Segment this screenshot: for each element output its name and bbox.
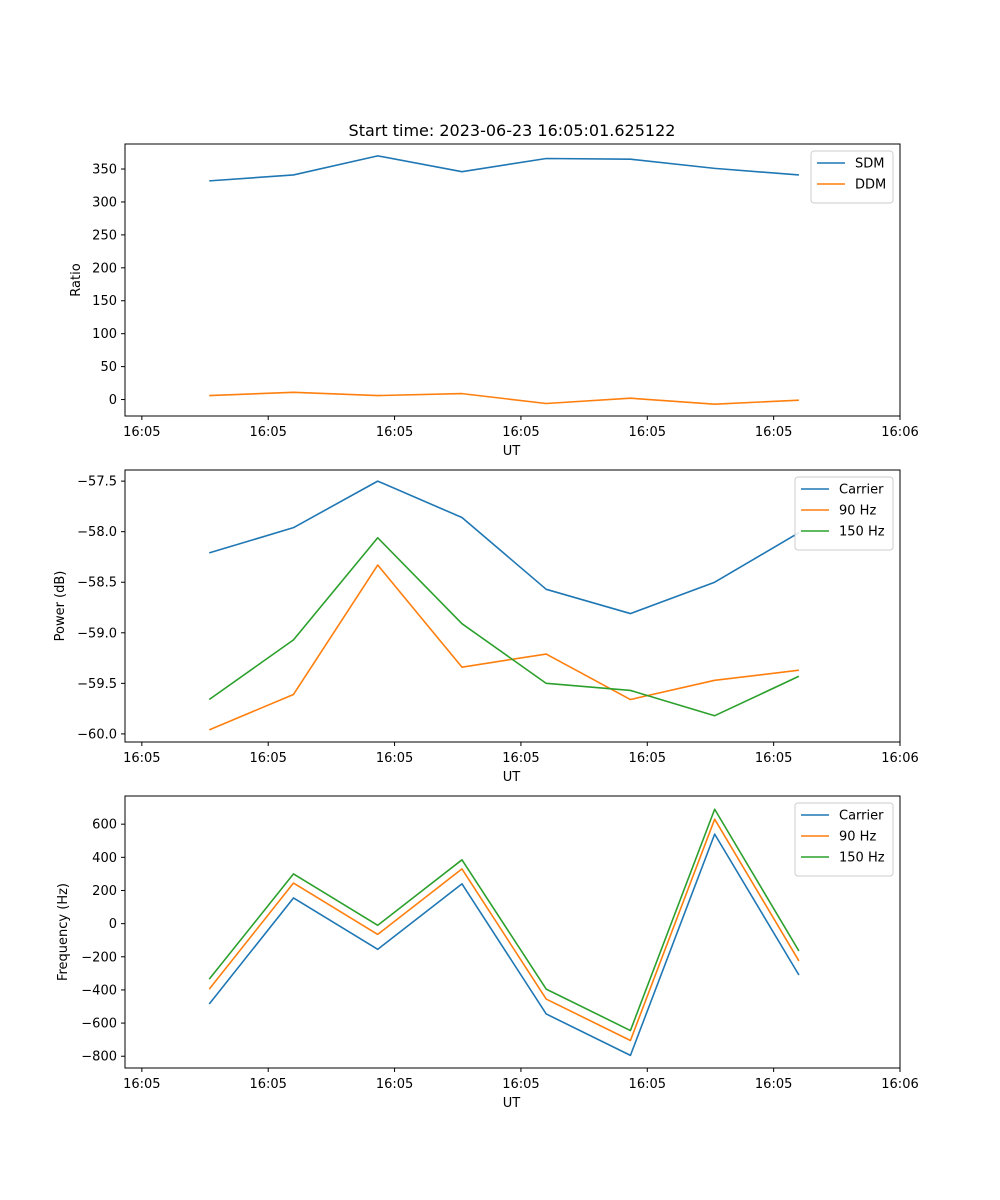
x-tick-label: 16:05 [502, 751, 539, 766]
y-tick-label: −400 [81, 983, 117, 998]
x-tick-label: 16:05 [376, 425, 413, 440]
y-tick-label: −57.5 [77, 475, 117, 490]
legend: Carrier 90 Hz 150 Hz [794, 802, 894, 877]
x-tick-label: 16:05 [502, 1077, 539, 1092]
x-tick-label: 16:05 [755, 425, 792, 440]
series-line-150-hz [208, 808, 800, 1032]
subplot-3: 16:05 16:05 16:05 16:05 16:05 16:05 16:06 −800 −… [56, 795, 919, 1111]
series-line-90-hz [208, 818, 800, 1042]
y-tick-label: 400 [92, 851, 117, 866]
y-axis-label: Frequency (Hz) [56, 883, 71, 981]
y-tick-label: 100 [92, 327, 117, 342]
legend-label: 150 Hz [839, 525, 885, 540]
x-tick-label: 16:05 [249, 425, 286, 440]
y-tick-label: −200 [81, 950, 117, 965]
legend-label: 90 Hz [839, 830, 876, 845]
axes-frame [124, 469, 901, 743]
figure-title: Start time: 2023-06-23 16:05:01.625122 [349, 121, 676, 140]
subplot-1: 16:05 16:05 16:05 16:05 16:05 16:05 16:06 0 50 10… [69, 143, 919, 459]
x-axis-label: UT [503, 444, 521, 459]
y-axis-label: Ratio [69, 263, 84, 296]
x-tick-label: 16:06 [881, 1077, 918, 1092]
x-tick-label: 16:05 [755, 751, 792, 766]
y-tick-label: 50 [100, 360, 117, 375]
y-tick-label: 300 [92, 195, 117, 210]
series-line-carrier [209, 480, 800, 615]
x-axis-label: UT [503, 1096, 521, 1111]
legend-label: DDM [855, 178, 886, 193]
y-tick-label: 150 [92, 294, 117, 309]
y-tick-label: 0 [109, 393, 117, 408]
y-tick-label: 600 [92, 818, 117, 833]
x-tick-label: 16:06 [881, 751, 918, 766]
legend-label: 150 Hz [839, 851, 885, 866]
legend-label: Carrier [839, 483, 884, 498]
series-line-150-hz [208, 536, 800, 717]
y-tick-label: −58.0 [77, 525, 117, 540]
x-tick-label: 16:05 [502, 425, 539, 440]
x-tick-label: 16:05 [249, 1077, 286, 1092]
x-tick-label: 16:05 [249, 751, 286, 766]
x-tick-label: 16:05 [123, 751, 160, 766]
y-tick-label: 200 [92, 884, 117, 899]
legend: Carrier 90 Hz 150 Hz [794, 476, 894, 551]
x-tick-label: 16:05 [629, 1077, 666, 1092]
y-tick-label: −600 [81, 1017, 117, 1032]
series-line-90-hz [208, 564, 800, 731]
y-tick-label: −60.0 [77, 727, 117, 742]
legend-label: Carrier [839, 809, 884, 824]
y-tick-label: −800 [81, 1050, 117, 1065]
y-tick-label: −59.0 [77, 626, 117, 641]
series-line-sdm [209, 155, 799, 182]
x-tick-label: 16:05 [629, 751, 666, 766]
axes-frame [124, 795, 901, 1069]
y-tick-label: 350 [92, 163, 117, 178]
x-tick-label: 16:05 [123, 425, 160, 440]
plots-container: 16:05 16:05 16:05 16:05 16:05 16:05 16:06 0 50 10… [53, 143, 919, 1111]
legend-label: 90 Hz [839, 504, 876, 519]
x-tick-label: 16:05 [376, 1077, 413, 1092]
y-tick-label: −59.5 [77, 677, 117, 692]
series-line-carrier [208, 833, 800, 1057]
x-tick-label: 16:05 [755, 1077, 792, 1092]
y-tick-label: 250 [92, 228, 117, 243]
x-tick-label: 16:05 [376, 751, 413, 766]
x-axis-label: UT [503, 770, 521, 785]
legend-box [810, 150, 894, 204]
x-tick-label: 16:05 [123, 1077, 160, 1092]
legend-label: SDM [855, 157, 884, 172]
subplot-2: 16:05 16:05 16:05 16:05 16:05 16:05 16:06 −60.0… [53, 469, 919, 785]
y-axis-label: Power (dB) [53, 571, 68, 642]
x-tick-label: 16:06 [881, 425, 918, 440]
y-tick-label: −58.5 [77, 576, 117, 591]
x-tick-label: 16:05 [629, 425, 666, 440]
y-tick-label: 200 [92, 261, 117, 276]
series-line-ddm [209, 391, 799, 405]
y-tick-label: 0 [109, 917, 117, 932]
legend: SDM DDM [810, 150, 894, 204]
axes-frame [124, 143, 901, 417]
